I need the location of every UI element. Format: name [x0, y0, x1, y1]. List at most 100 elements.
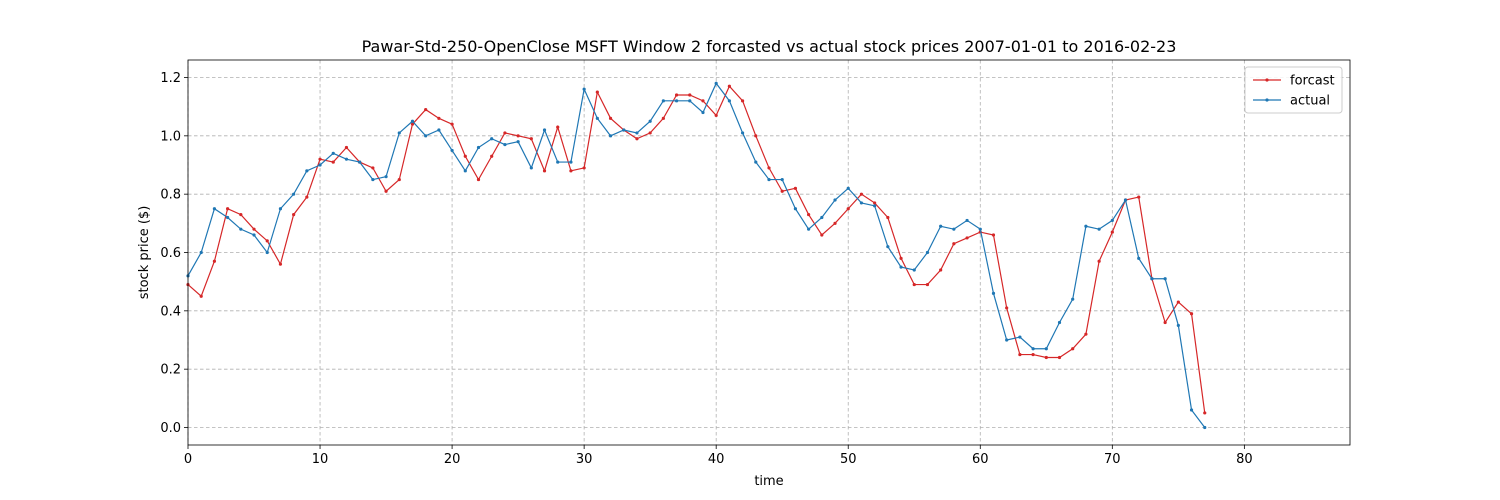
data-point-actual: [754, 160, 758, 164]
grid-lines: [187, 60, 1350, 445]
legend-box: [1244, 66, 1343, 114]
data-point-actual: [556, 160, 560, 164]
data-point-forcast: [318, 157, 322, 161]
data-point-forcast: [635, 137, 639, 141]
data-point-forcast: [569, 169, 573, 173]
data-point-forcast: [859, 192, 864, 196]
data-point-actual: [793, 207, 798, 211]
data-point-actual: [846, 186, 850, 190]
data-point-actual: [358, 160, 362, 164]
data-point-forcast: [490, 154, 494, 158]
data-point-forcast: [199, 294, 203, 298]
data-point-actual: [212, 207, 217, 211]
legend-label-forcast: forcast: [1290, 74, 1335, 89]
series-line-actual: [187, 82, 1206, 428]
data-point-forcast: [767, 166, 771, 170]
data-point-actual: [199, 250, 203, 255]
data-point-forcast: [912, 282, 916, 287]
data-point-forcast: [886, 215, 890, 220]
data-point-actual: [939, 224, 943, 228]
data-point-actual: [1110, 218, 1114, 223]
data-point-forcast: [674, 93, 679, 97]
data-point-actual: [331, 151, 335, 155]
data-point-actual: [1071, 297, 1075, 301]
data-point-forcast: [582, 166, 586, 170]
data-point-actual: [239, 227, 243, 231]
data-point-forcast: [807, 212, 811, 217]
data-point-actual: [1018, 335, 1022, 339]
y-tick-label: 0.0: [160, 421, 181, 436]
data-point-actual: [701, 110, 705, 115]
data-point-forcast: [292, 212, 296, 217]
x-tick-label: 20: [444, 452, 461, 467]
y-tick-label: 0.6: [160, 246, 181, 261]
data-point-forcast: [925, 282, 930, 287]
data-point-forcast: [424, 107, 428, 112]
data-point-forcast: [648, 131, 652, 135]
data-point-forcast: [793, 186, 798, 190]
data-point-actual: [516, 140, 520, 144]
data-point-actual: [463, 169, 467, 173]
x-tick-label: 30: [576, 452, 593, 467]
data-point-actual: [780, 177, 784, 182]
data-point-forcast: [1110, 230, 1114, 234]
data-point-actual: [278, 207, 283, 211]
data-point-actual: [1044, 347, 1048, 351]
data-point-forcast: [1176, 300, 1180, 304]
data-point-forcast: [952, 242, 956, 246]
data-point-actual: [952, 227, 956, 231]
data-point-actual: [1084, 224, 1088, 228]
data-point-actual: [542, 128, 547, 132]
data-point-forcast: [463, 154, 467, 158]
data-point-forcast: [833, 221, 837, 225]
data-point-forcast: [437, 116, 441, 120]
data-point-forcast: [1203, 411, 1207, 415]
data-point-actual: [1203, 425, 1207, 430]
data-point-actual: [569, 160, 573, 164]
data-point-forcast: [239, 212, 243, 217]
data-point-forcast: [1057, 355, 1062, 360]
data-point-forcast: [278, 262, 283, 266]
data-point-actual: [859, 201, 864, 205]
data-point-forcast: [1071, 347, 1075, 351]
data-point-actual: [252, 233, 256, 237]
x-tick-label: 60: [972, 452, 989, 467]
data-point-actual: [529, 166, 533, 170]
data-point-forcast: [727, 84, 731, 88]
data-point-forcast: [899, 256, 903, 260]
data-point-forcast: [212, 259, 217, 263]
data-point-forcast: [1097, 259, 1101, 263]
data-point-forcast: [991, 233, 996, 237]
data-point-actual: [622, 128, 626, 132]
data-point-actual: [410, 119, 415, 123]
data-point-actual: [740, 131, 745, 135]
data-point-forcast: [305, 195, 309, 199]
data-point-actual: [437, 128, 441, 132]
data-point-actual: [476, 145, 481, 150]
data-point-forcast: [516, 134, 520, 138]
data-point-actual: [1137, 256, 1141, 260]
data-point-actual: [661, 99, 665, 103]
data-point-actual: [397, 131, 401, 135]
data-point-forcast: [1031, 352, 1035, 357]
data-point-actual: [1031, 347, 1035, 351]
axis-ticks: 0 10 20 30 40 50 60 70 80 0.0 0.2 0.4 0.6 0.8 1.0 1.2: [160, 71, 1252, 467]
data-point-actual: [318, 163, 322, 167]
data-point-forcast: [1084, 332, 1088, 336]
x-axis-label: time: [754, 474, 783, 489]
data-point-forcast: [450, 122, 454, 126]
data-point-forcast: [397, 177, 401, 182]
data-point-forcast: [344, 145, 349, 150]
data-point-actual: [965, 218, 969, 223]
data-point-actual: [595, 116, 599, 120]
data-point-actual: [344, 157, 349, 161]
data-point-actual: [714, 81, 718, 85]
data-point-forcast: [965, 236, 969, 240]
series-lines: [186, 81, 1207, 430]
data-point-forcast: [226, 207, 230, 211]
data-point-actual: [490, 137, 494, 141]
data-point-forcast: [740, 99, 745, 103]
data-point-actual: [767, 177, 771, 182]
data-point-forcast: [265, 239, 269, 243]
